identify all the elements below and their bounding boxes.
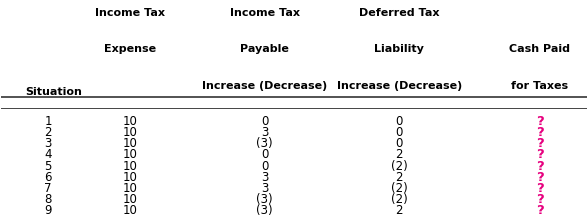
Text: 3: 3 [261, 182, 269, 195]
Text: Deferred Tax: Deferred Tax [359, 8, 440, 18]
Text: 10: 10 [123, 126, 138, 139]
Text: (2): (2) [391, 160, 407, 173]
Text: ?: ? [536, 171, 544, 184]
Text: ?: ? [536, 149, 544, 162]
Text: ?: ? [536, 115, 544, 128]
Text: 9: 9 [45, 204, 52, 217]
Text: ?: ? [536, 182, 544, 195]
Text: 0: 0 [261, 160, 269, 173]
Text: 10: 10 [123, 204, 138, 217]
Text: for Taxes: for Taxes [511, 81, 569, 91]
Text: (3): (3) [256, 137, 273, 150]
Text: 0: 0 [396, 115, 403, 128]
Text: (3): (3) [256, 204, 273, 217]
Text: 0: 0 [261, 149, 269, 162]
Text: Expense: Expense [104, 44, 156, 54]
Text: 2: 2 [396, 204, 403, 217]
Text: 0: 0 [261, 115, 269, 128]
Text: Cash Paid: Cash Paid [509, 44, 570, 54]
Text: ?: ? [536, 137, 544, 150]
Text: Income Tax: Income Tax [230, 8, 300, 18]
Text: 2: 2 [396, 149, 403, 162]
Text: (3): (3) [256, 193, 273, 206]
Text: 10: 10 [123, 149, 138, 162]
Text: 10: 10 [123, 182, 138, 195]
Text: Payable: Payable [240, 44, 289, 54]
Text: ?: ? [536, 160, 544, 173]
Text: Situation: Situation [25, 87, 82, 97]
Text: 5: 5 [45, 160, 52, 173]
Text: 3: 3 [261, 171, 269, 184]
Text: 3: 3 [261, 126, 269, 139]
Text: ?: ? [536, 204, 544, 217]
Text: 3: 3 [45, 137, 52, 150]
Text: Increase (Decrease): Increase (Decrease) [202, 81, 328, 91]
Text: 10: 10 [123, 171, 138, 184]
Text: 0: 0 [396, 137, 403, 150]
Text: 1: 1 [45, 115, 52, 128]
Text: 2: 2 [45, 126, 52, 139]
Text: 10: 10 [123, 137, 138, 150]
Text: 10: 10 [123, 193, 138, 206]
Text: Liability: Liability [375, 44, 425, 54]
Text: 0: 0 [396, 126, 403, 139]
Text: 10: 10 [123, 115, 138, 128]
Text: (2): (2) [391, 182, 407, 195]
Text: 7: 7 [45, 182, 52, 195]
Text: ?: ? [536, 126, 544, 139]
Text: 2: 2 [396, 171, 403, 184]
Text: Increase (Decrease): Increase (Decrease) [337, 81, 462, 91]
Text: Income Tax: Income Tax [95, 8, 165, 18]
Text: 4: 4 [45, 149, 52, 162]
Text: 6: 6 [45, 171, 52, 184]
Text: ?: ? [536, 193, 544, 206]
Text: 8: 8 [45, 193, 52, 206]
Text: (2): (2) [391, 193, 407, 206]
Text: 10: 10 [123, 160, 138, 173]
